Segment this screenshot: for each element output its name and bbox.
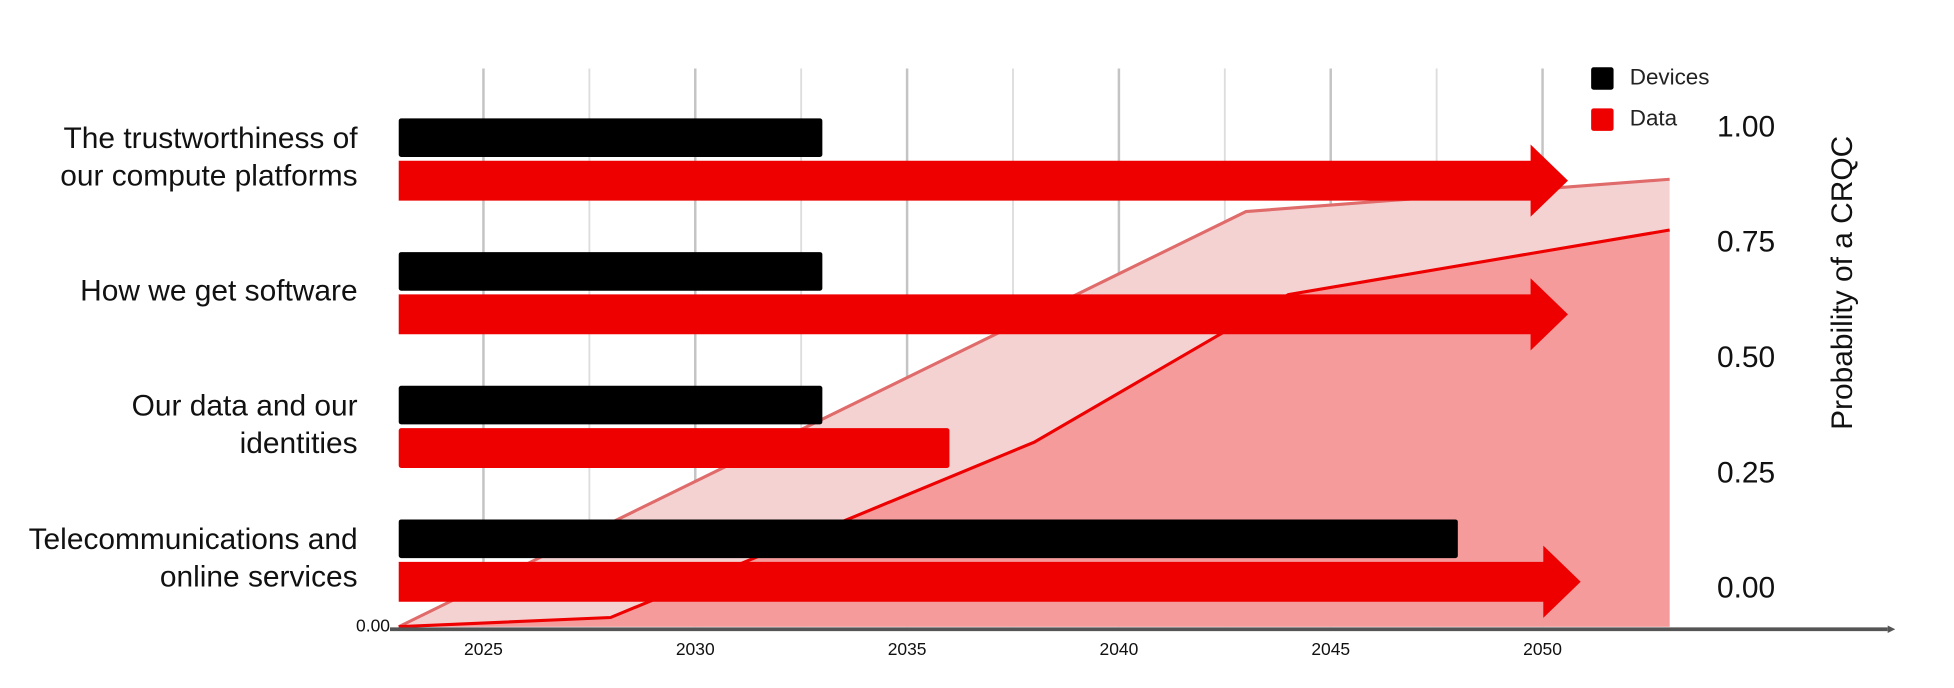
category-label: identities [240,427,358,460]
x-tick-label: 2025 [464,639,503,659]
y2-axis-title: Probability of a CRQC [1826,136,1859,430]
legend-label: Data [1630,106,1678,131]
data-arrow [398,144,1568,217]
devices-bar [398,118,823,157]
x-tick-label: 2045 [1311,639,1350,659]
devices-bar [398,385,823,425]
category-label: Telecommunications and [29,523,358,556]
x-tick-label: 2050 [1523,639,1562,659]
category-label: online services [160,561,358,594]
devices-bar [398,519,1458,559]
data-arrow [398,545,1581,618]
data-bar [398,428,950,468]
probability-line [398,228,1670,629]
category-label: our compute platforms [60,159,357,192]
x-tick-label: 2035 [888,639,927,659]
y2-tick-label: 0.00 [1717,572,1775,605]
y2-tick-label: 1.00 [1717,110,1775,143]
legend-swatch [1591,67,1614,90]
category-label: Our data and our [132,389,358,422]
data-arrow [398,278,1568,351]
y2-tick-label: 0.75 [1717,226,1775,259]
category-label: The trustworthiness of [64,122,359,155]
plot: 0.00 2025 2030 2035 2040 2045 2050 The trustwor… [29,64,1896,659]
legend-swatch [1591,108,1614,131]
baseline-label: 0.00 [356,615,390,635]
devices-bar [398,252,823,291]
category-label: How we get software [80,274,357,307]
x-tick-label: 2030 [676,639,715,659]
y2-tick-label: 0.25 [1717,456,1775,489]
x-tick-label: 2040 [1100,639,1139,659]
y2-tick-label: 0.50 [1717,341,1775,374]
legend-label: Devices [1630,64,1710,89]
